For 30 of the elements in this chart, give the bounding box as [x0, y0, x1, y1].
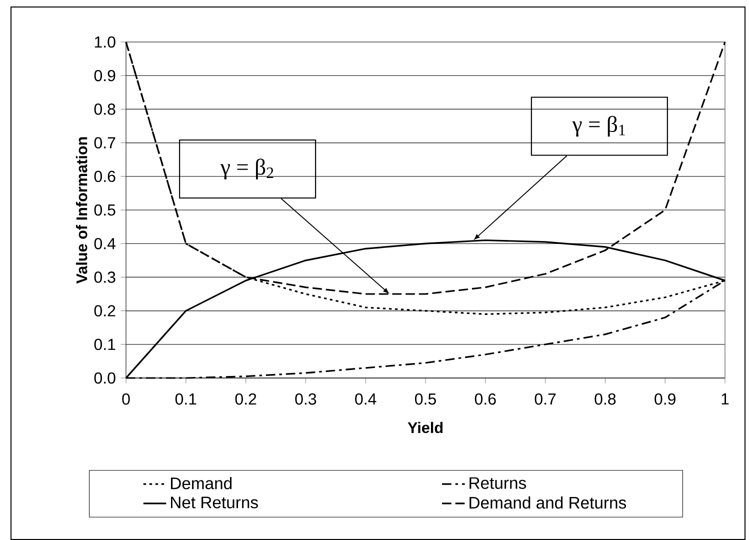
y-tick-label: 0.2 — [94, 305, 116, 316]
y-tick-label: 0.8 — [94, 104, 116, 115]
y-tick-label: 0.9 — [94, 70, 116, 82]
x-tick-label: 0.8 — [594, 393, 616, 405]
y-axis-title: Value of Information — [76, 137, 88, 284]
annotation: γ = β$_{1}$ — [572, 116, 625, 137]
legend-label: Demand and Returns — [470, 496, 626, 509]
x-tick-label: 0.6 — [474, 393, 496, 405]
legend-label: Returns — [470, 477, 526, 489]
x-tick-label: 0.7 — [534, 393, 556, 405]
x-tick-label: 0.1 — [175, 393, 196, 405]
x-tick-label: 0.4 — [355, 393, 376, 405]
x-tick-label: 1 — [722, 393, 729, 404]
legend-label: Demand — [170, 476, 232, 490]
y-tick-label: 0.6 — [94, 170, 116, 182]
annotation: γ = β$_{2}$ — [220, 158, 274, 180]
legend-label: Net Returns — [170, 496, 258, 508]
x-tick-label: 0.3 — [295, 393, 316, 405]
y-tick-label: 0.3 — [94, 272, 116, 283]
y-tick-label: 0.1 — [94, 338, 116, 350]
x-tick-label: 0.2 — [235, 393, 256, 405]
y-tick-label: 0.4 — [94, 238, 116, 250]
y-tick-label: 0.0 — [94, 372, 116, 384]
y-tick-label: 0.5 — [94, 204, 116, 216]
y-tick-label: 1.0 — [94, 36, 116, 48]
x-tick-label: 0 — [122, 393, 130, 405]
x-axis-title: Yield — [408, 422, 443, 434]
y-tick-label: 0.7 — [94, 137, 116, 148]
x-tick-label: 0.5 — [415, 393, 436, 405]
x-tick-label: 0.9 — [654, 393, 676, 405]
